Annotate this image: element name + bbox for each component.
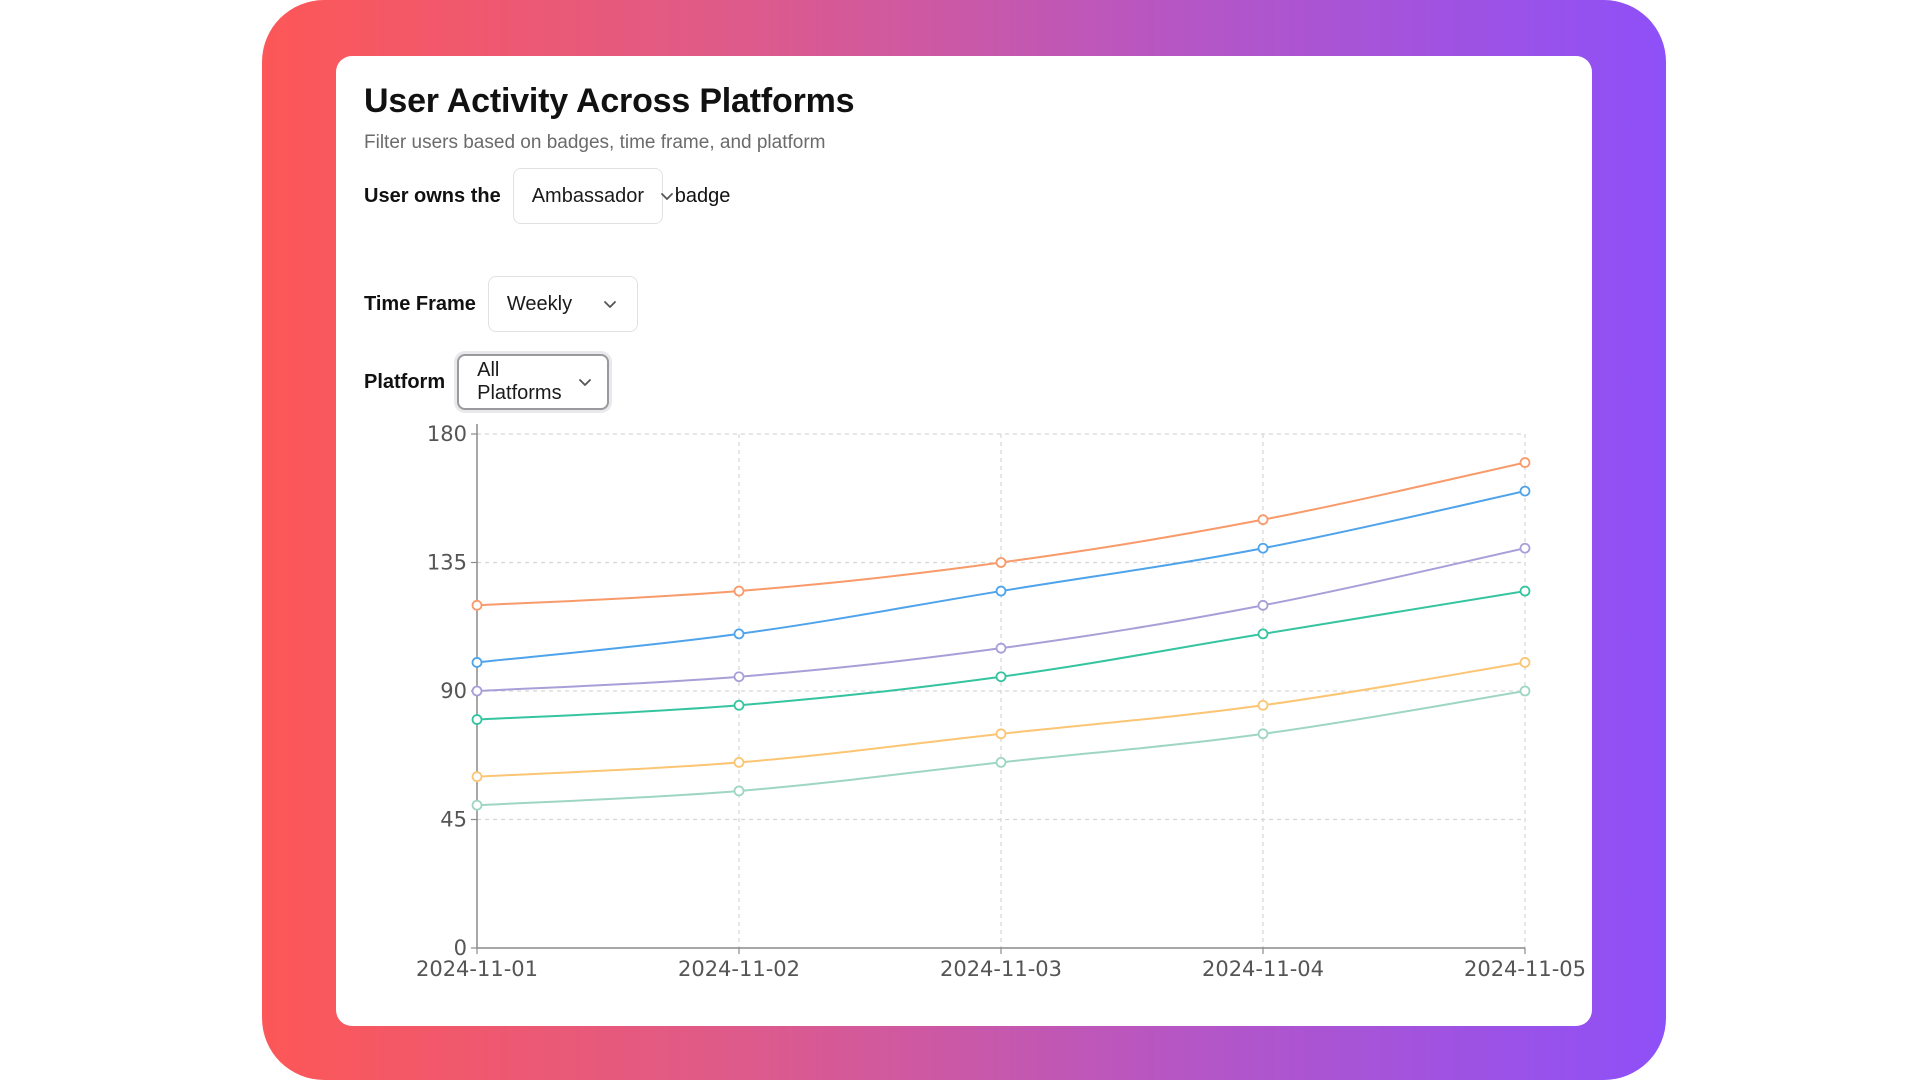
series-teal-point [471,714,483,725]
series-lavender-point [1257,599,1269,611]
series-mint-point [1519,685,1531,697]
chart-card: User Activity Across Platforms Filter us… [336,56,1592,1026]
series-teal-point [733,699,745,711]
series-orange-point [1519,457,1531,468]
badge-filter-suffix: badge [674,184,731,207]
series-mint-point [471,799,483,811]
series-lavender-point [1519,542,1531,554]
timeframe-select[interactable]: Weekly [487,276,638,332]
page-subtitle: Filter users based on badges, time frame… [364,132,826,153]
series-yellow-point [995,728,1007,740]
series-mint-point [1257,728,1269,740]
series-yellow-point [471,771,483,783]
timeframe-filter-label: Time Frame [364,292,476,315]
series-blue-point [1257,542,1269,554]
platform-select-value: All Platforms [477,359,562,404]
platform-filter-label: Platform [364,370,446,393]
series-blue-point [995,585,1007,597]
badge-select-value: Ambassador [531,184,644,207]
series-mint-point [733,785,745,797]
series-lavender-point [995,642,1007,654]
platform-filter-row: Platform All Platforms [364,354,610,410]
series-orange-point [471,599,483,611]
x-tick-label: 2024-11-01 [416,957,538,981]
y-tick-label: 45 [440,808,467,832]
series-lavender-point [733,671,745,683]
x-tick-label: 2024-11-02 [678,957,800,981]
series-blue-point [733,628,745,640]
series-teal-point [1519,585,1531,597]
x-tick-label: 2024-11-04 [1202,957,1324,981]
badge-select[interactable]: Ambassador [512,168,673,224]
series-blue-point [1519,485,1531,497]
series-yellow-point [1257,699,1269,711]
timeframe-select-value: Weekly [506,292,573,315]
chevron-down-icon [576,373,594,391]
series-orange-point [1257,514,1269,526]
y-tick-label: 135 [427,551,467,575]
series-teal-point [1257,628,1269,640]
y-tick-label: 0 [454,936,467,960]
platform-select[interactable]: All Platforms [457,354,610,410]
badge-filter-row: User owns the Ambassador badge [364,168,730,224]
series-blue-point [471,657,483,668]
page-title: User Activity Across Platforms [364,82,855,120]
x-tick-label: 2024-11-05 [1464,957,1586,981]
badge-filter-label: User owns the [364,184,501,207]
chevron-down-icon [601,295,619,313]
series-yellow-point [1519,657,1531,668]
series-orange-point [733,585,745,597]
gradient-frame: User Activity Across Platforms Filter us… [262,0,1666,1080]
y-tick-label: 180 [427,422,467,446]
series-mint-point [995,756,1007,768]
series-teal-point [995,671,1007,683]
series-yellow-point [733,756,745,768]
series-orange-point [995,557,1007,568]
x-tick-label: 2024-11-03 [940,957,1062,981]
timeframe-filter-row: Time Frame Weekly [364,276,638,332]
chevron-down-icon [658,187,676,205]
series-lavender-point [471,685,483,697]
y-tick-label: 90 [440,679,467,703]
line-chart: 0 45 90 135 180 2024-11-01 2024-11-02 2024-11-0… [416,422,1586,981]
